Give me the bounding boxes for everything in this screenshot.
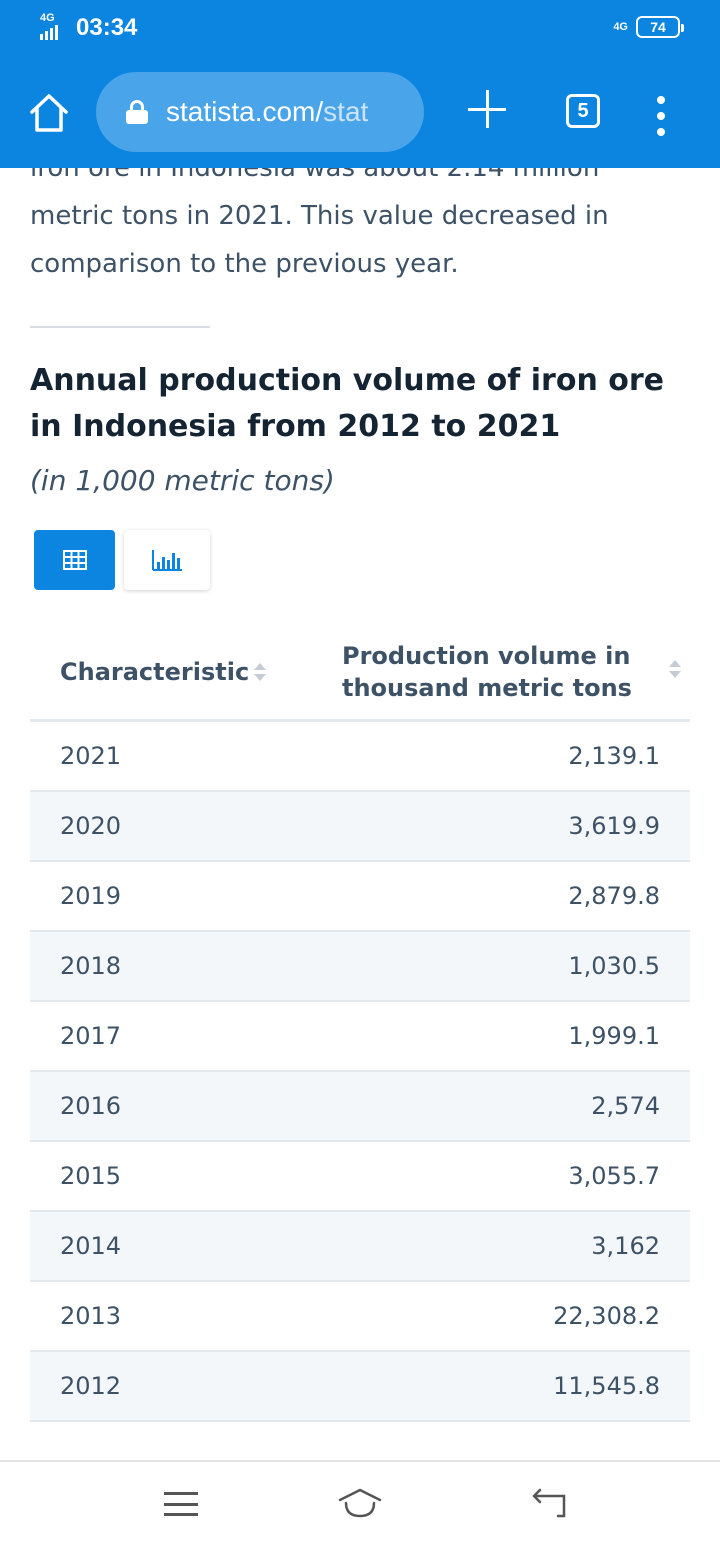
intro-cut-line: iron ore in Indonesia was about 2.14 mil… [30,168,600,183]
chart-view-button[interactable] [124,530,210,590]
home-icon[interactable] [334,1486,386,1520]
row-year: 2020 [60,812,122,840]
table-row: 2020 3,619.9 [30,792,690,862]
status-left: 4G 03:34 [38,12,137,44]
status-right: 4G 74 [613,16,684,38]
battery-level: 74 [650,19,666,35]
battery-icon: 74 [636,16,684,38]
statistic-title: Annual production volume of iron ore in … [30,363,664,444]
statistic-subtitle: (in 1,000 metric tons) [30,464,335,497]
row-year: 2015 [60,1162,122,1190]
table-row: 2019 2,879.8 [30,862,690,932]
intro-text: iron ore in Indonesia was about 2.14 mil… [30,168,670,288]
table-row: 2018 1,030.5 [30,932,690,1002]
clock: 03:34 [76,14,138,41]
page-content: iron ore in Indonesia was about 2.14 mil… [0,168,720,1460]
row-year: 2017 [60,1022,122,1050]
divider [30,326,210,328]
table-row: 2013 22,308.2 [30,1282,690,1352]
row-value: 2,879.8 [568,882,660,910]
row-value: 3,162 [591,1232,660,1260]
sort-icon [253,661,267,683]
recent-apps-icon[interactable] [164,1492,198,1516]
column-header-production[interactable]: Production volume in thousand metric ton… [342,642,632,702]
tab-count: 5 [577,99,589,122]
data-table: Characteristic Production volume in thou… [30,618,690,1422]
row-year: 2014 [60,1232,122,1260]
signal-icon: 4G [38,12,70,44]
row-year: 2013 [60,1302,122,1330]
table-row: 2016 2,574 [30,1072,690,1142]
lock-icon [126,100,148,124]
row-year: 2012 [60,1372,122,1400]
back-icon[interactable] [528,1486,572,1522]
row-value: 3,619.9 [568,812,660,840]
table-header: Characteristic Production volume in thou… [30,618,690,722]
column-header-characteristic[interactable]: Characteristic [60,658,267,686]
row-year: 2021 [60,742,122,770]
table-row: 2012 11,545.8 [30,1352,690,1422]
table-icon [62,550,87,570]
row-value: 22,308.2 [553,1302,660,1330]
status-bar: 4G 03:34 4G 74 [0,0,720,60]
home-icon[interactable] [26,90,72,136]
table-row: 2014 3,162 [30,1212,690,1282]
row-year: 2016 [60,1092,122,1120]
row-year: 2019 [60,882,122,910]
sort-icon[interactable] [668,658,682,680]
row-value: 2,574 [591,1092,660,1120]
plus-icon[interactable] [468,90,508,130]
network-type-label: 4G [40,12,55,24]
table-row: 2017 1,999.1 [30,1002,690,1072]
row-year: 2018 [60,952,122,980]
address-bar[interactable]: statista.com/stat [96,72,424,152]
bar-chart-icon [152,550,182,571]
browser-toolbar: statista.com/stat 5 [0,60,720,168]
row-value: 1,999.1 [568,1022,660,1050]
row-value: 3,055.7 [568,1162,660,1190]
row-value: 1,030.5 [568,952,660,980]
network-type-label-right: 4G [613,21,628,33]
table-view-button[interactable] [34,530,115,590]
system-nav-bar [0,1460,720,1544]
more-vert-icon[interactable] [654,96,668,136]
url-text: statista.com/stat [166,96,369,127]
row-value: 11,545.8 [553,1372,660,1400]
table-row: 2021 2,139.1 [30,722,690,792]
tabs-icon[interactable]: 5 [566,94,600,128]
row-value: 2,139.1 [568,742,660,770]
table-row: 2015 3,055.7 [30,1142,690,1212]
